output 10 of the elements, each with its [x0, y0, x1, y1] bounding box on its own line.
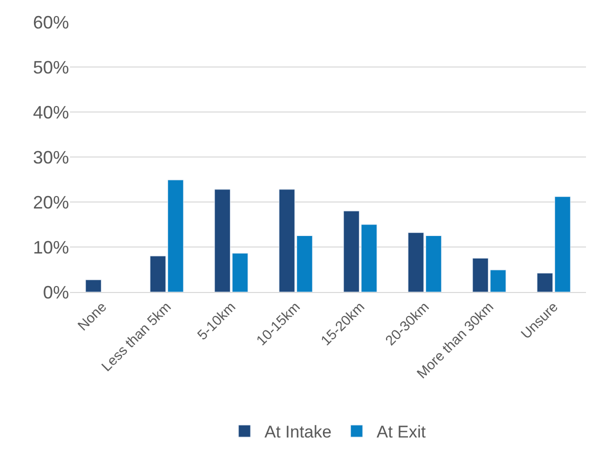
y-tick-label: 10% [32, 237, 69, 258]
y-tick-label: 30% [32, 147, 69, 168]
y-tick-label: 60% [32, 12, 69, 32]
y-tick-label: 0% [42, 282, 69, 302]
y-tick-label: 20% [32, 192, 69, 212]
y-tick-label: 40% [32, 102, 69, 122]
bar [85, 280, 102, 292]
y-tick-label: 50% [32, 57, 69, 78]
legend-label: At Intake [264, 422, 332, 442]
legend-label: At Exit [376, 422, 426, 442]
